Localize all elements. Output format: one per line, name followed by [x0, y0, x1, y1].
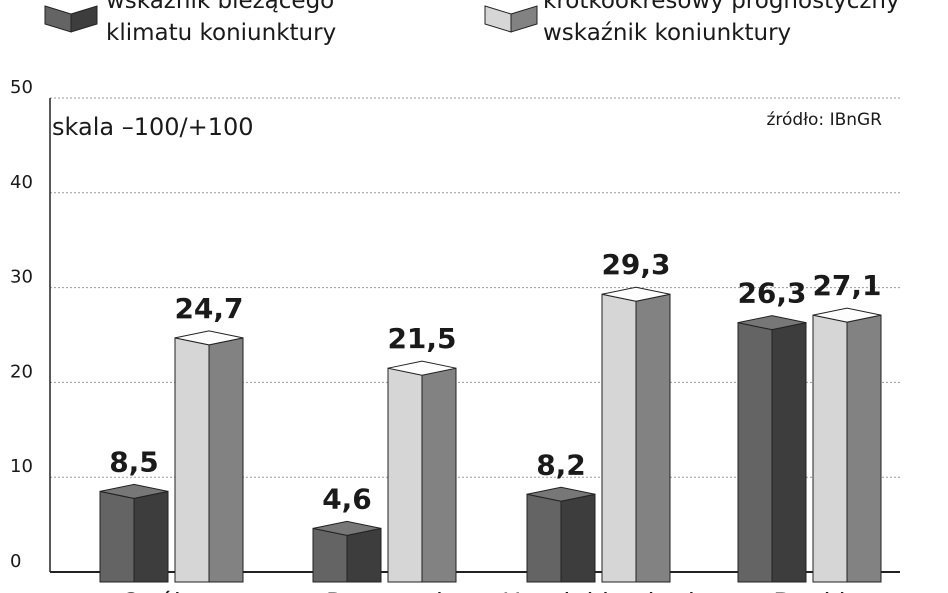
bar-left-face — [526, 493, 562, 583]
bar-right-face — [133, 490, 169, 583]
legend-icon-right — [510, 5, 538, 33]
value-label: 27,1 — [812, 269, 881, 302]
y-tick-label: 0 — [10, 551, 21, 572]
legend-icon-left — [44, 5, 72, 33]
value-label: 26,3 — [737, 277, 806, 310]
bar-right-face — [635, 293, 671, 583]
bar — [526, 486, 596, 583]
bar — [737, 315, 807, 583]
bar-top — [526, 486, 596, 502]
bar-left-face — [387, 367, 423, 583]
x-tick-label: Przemysł — [326, 589, 444, 593]
bar — [812, 307, 882, 583]
bar-top — [99, 483, 169, 499]
bar-top — [174, 330, 244, 346]
bar-top — [812, 307, 882, 323]
value-label: 21,5 — [387, 322, 456, 355]
y-tick-label: 10 — [10, 456, 33, 477]
bar-left-face — [312, 527, 348, 583]
bar-left-face — [737, 322, 773, 583]
legend-icon-right — [70, 5, 98, 33]
legend-label: wskaźnik bieżącego klimatu koniunktury — [106, 0, 337, 46]
bar — [99, 483, 169, 583]
value-label: 24,7 — [174, 292, 243, 325]
bar-top — [737, 315, 807, 331]
bar-right-face — [771, 322, 807, 583]
value-label: 8,2 — [536, 448, 586, 481]
bar-top — [312, 520, 382, 536]
x-tick-label: Ogółem — [121, 589, 223, 593]
bar-top — [601, 286, 671, 302]
scale-note: skala –100/+100 — [52, 113, 254, 141]
bar — [601, 286, 671, 583]
bar — [312, 520, 382, 583]
y-tick-label: 50 — [10, 77, 33, 98]
y-tick-label: 20 — [10, 361, 33, 382]
bar-right-face — [421, 367, 457, 583]
value-label: 4,6 — [322, 482, 372, 515]
x-tick-label: Banki — [773, 589, 846, 593]
bar-left-face — [812, 314, 848, 583]
legend-label: krótkookresowy prognostyczny wskaźnik ko… — [543, 0, 900, 46]
bar-right-face — [346, 527, 382, 583]
source-note: źródło: IBnGR — [766, 110, 882, 130]
x-tick-label: Handel i usługi — [502, 589, 695, 593]
bar-right-face — [846, 314, 882, 583]
bar — [387, 360, 457, 583]
y-tick-label: 40 — [10, 172, 33, 193]
bar-right-face — [560, 493, 596, 583]
bar-top — [387, 360, 457, 376]
value-label: 29,3 — [601, 248, 670, 281]
bar-left-face — [601, 293, 637, 583]
bar-left-face — [99, 490, 135, 583]
y-tick-label: 30 — [10, 267, 33, 288]
value-label: 8,5 — [109, 445, 159, 478]
legend-icon-left — [484, 5, 512, 33]
bar-right-face — [208, 337, 244, 583]
bar — [174, 330, 244, 583]
bar-left-face — [174, 337, 210, 583]
